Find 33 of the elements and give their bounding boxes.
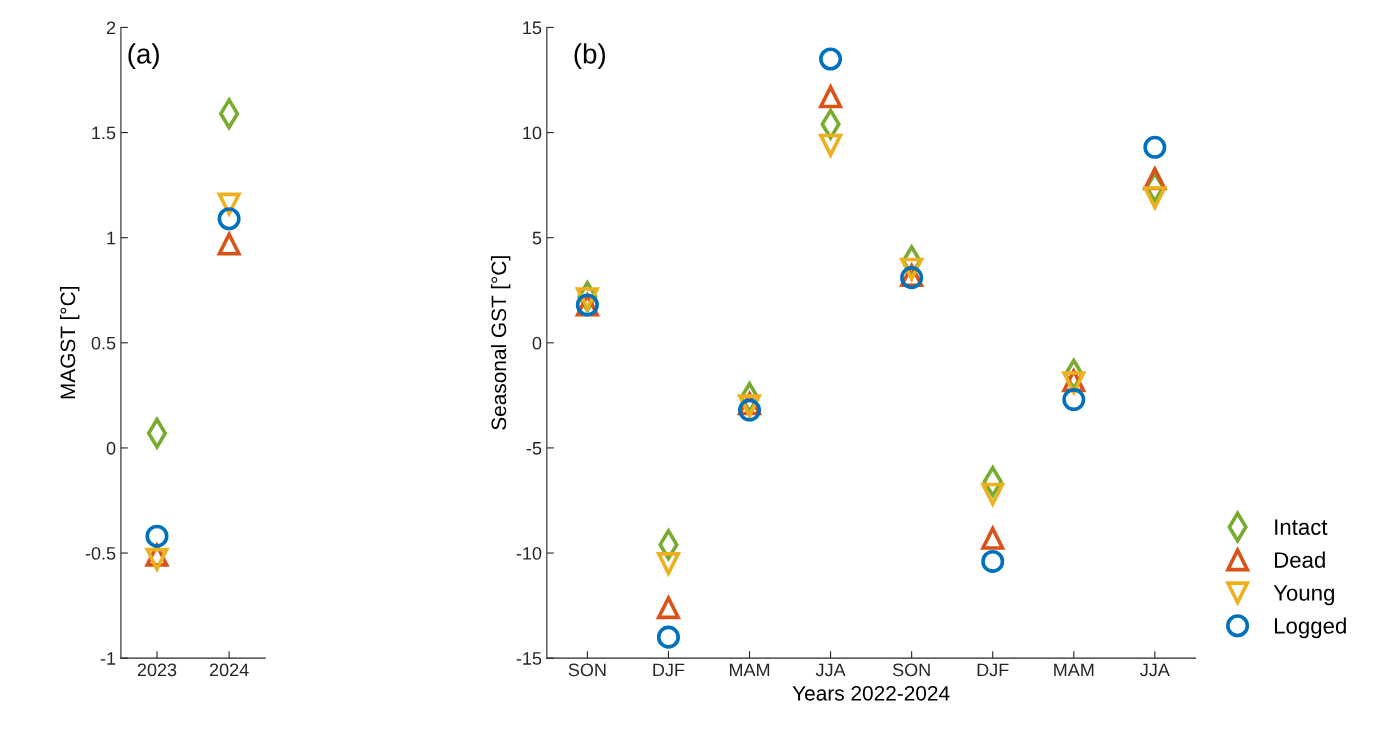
x-tick-label: JJA <box>815 663 846 677</box>
text: (a) <box>128 43 159 70</box>
y-tick-label: 1 <box>107 231 116 245</box>
x-tick-label: SON <box>568 663 606 677</box>
x-tick-label: MAM <box>1054 663 1094 677</box>
x-tick-label: MAM <box>729 663 770 677</box>
y-tick-label: 0.5 <box>91 336 116 350</box>
y-tick-label: 2 <box>106 21 116 34</box>
y-axis-title: Seasonal GST [°C] <box>490 256 511 430</box>
text: (b) <box>574 43 606 70</box>
legend-label: Dead <box>1274 551 1325 568</box>
y-tick-label: 0 <box>532 336 542 350</box>
x-tick-label: 2023 <box>137 663 177 677</box>
y-axis-title: MAGST [°C] <box>59 287 80 399</box>
y-tick-label: -5 <box>526 442 542 455</box>
y-tick-label: 1.5 <box>92 126 116 140</box>
y-tick-label: -0.5 <box>85 546 116 560</box>
y-tick-label: 10 <box>523 126 542 140</box>
y-tick-label: 15 <box>523 21 542 35</box>
y-tick-label: -10 <box>516 546 542 560</box>
legend-label: Intact <box>1275 519 1328 535</box>
x-tick-label: SON <box>892 663 930 677</box>
y-tick-label: -15 <box>516 652 542 665</box>
legend-label: Young <box>1273 585 1334 606</box>
x-tick-label: JJA <box>1140 663 1170 677</box>
x-tick-label: DJF <box>977 663 1009 677</box>
x-tick-label: DJF <box>653 663 685 677</box>
x-tick-label: 2024 <box>209 663 249 677</box>
x-axis-title: Years 2022-2024 <box>792 685 950 701</box>
y-tick-label: 0 <box>106 441 116 455</box>
y-tick-label: -1 <box>100 652 116 665</box>
y-tick-label: 5 <box>532 231 542 245</box>
legend-label: Logged <box>1274 617 1346 639</box>
